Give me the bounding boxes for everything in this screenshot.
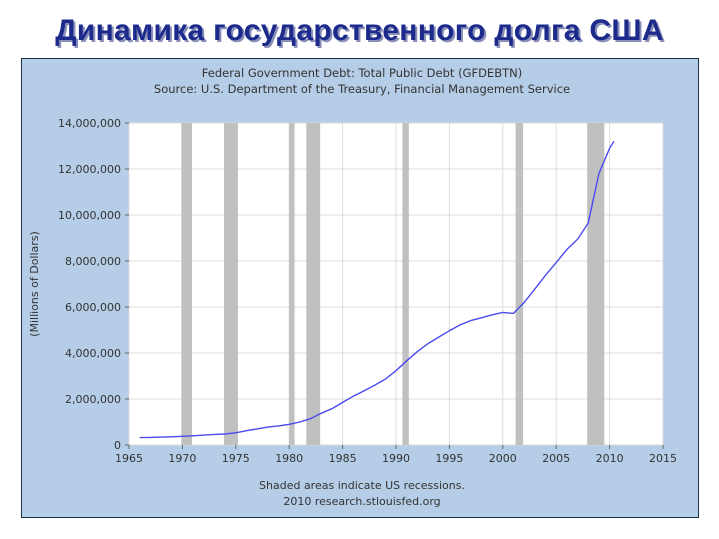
- y-tick-label: 0: [114, 439, 121, 452]
- recession-band: [515, 123, 524, 445]
- y-tick-label: 10,000,000: [58, 209, 121, 222]
- y-tick-label: 8,000,000: [65, 255, 121, 268]
- x-tick-label: 2005: [542, 452, 570, 465]
- x-tick-label: 1995: [435, 452, 463, 465]
- x-tick-label: 1965: [115, 452, 143, 465]
- grid-lines: [128, 122, 664, 446]
- x-tick-label: 2010: [596, 452, 624, 465]
- x-tick-label: 1970: [168, 452, 196, 465]
- y-tick-label: 6,000,000: [65, 301, 121, 314]
- recession-band: [306, 123, 321, 445]
- slide-title: Динамика государственного долга США: [55, 14, 664, 47]
- x-tick-label: 1985: [329, 452, 357, 465]
- x-tick-label: 2000: [489, 452, 517, 465]
- chart-svg: Federal Government Debt: Total Public De…: [28, 66, 677, 508]
- y-tick-label: 2,000,000: [65, 393, 121, 406]
- axes: 1965 1970 1975 1980 1985 1990 1995 2000 2005 2010…: [58, 117, 677, 465]
- y-tick-label: 14,000,000: [58, 117, 121, 130]
- recession-band: [402, 123, 409, 445]
- series-layer: [139, 141, 615, 439]
- chart-subtitle: Source: U.S. Department of the Treasury,…: [154, 82, 570, 96]
- chart-title: Federal Government Debt: Total Public De…: [202, 66, 522, 80]
- recession-band: [587, 123, 605, 445]
- y-tick-label: 4,000,000: [65, 347, 121, 360]
- series-line-total-public-debt: [139, 141, 615, 439]
- x-tick-label: 1975: [222, 452, 250, 465]
- recession-band: [224, 123, 238, 445]
- x-tick-label: 1990: [382, 452, 410, 465]
- x-tick-label: 1980: [275, 452, 303, 465]
- footer-line-1: Shaded areas indicate US recessions.: [259, 479, 465, 492]
- chart-panel: Federal Government Debt: Total Public De…: [21, 58, 699, 518]
- footer-line-2: 2010 research.stlouisfed.org: [283, 495, 440, 508]
- x-tick-label: 2015: [649, 452, 677, 465]
- recession-band: [289, 123, 295, 445]
- y-axis-label: (Millions of Dollars): [28, 231, 41, 337]
- recession-bands: [181, 123, 605, 445]
- recession-band: [181, 123, 193, 445]
- y-tick-label: 12,000,000: [58, 163, 121, 176]
